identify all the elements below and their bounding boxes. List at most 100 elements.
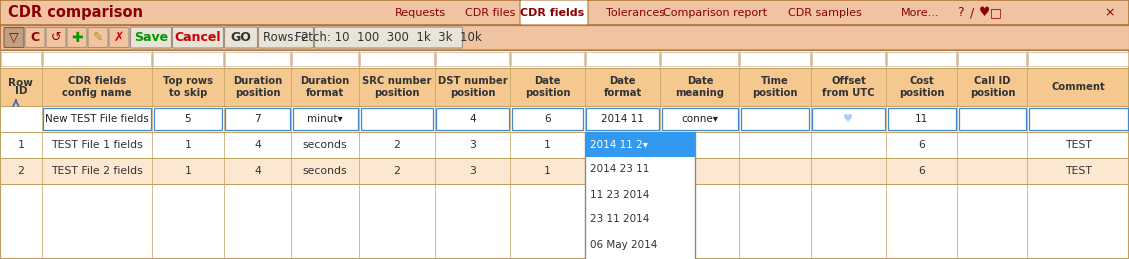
Text: CDR fields: CDR fields (519, 8, 584, 18)
Text: 1: 1 (544, 166, 551, 176)
Bar (662, 108, 738, 130)
Text: C: C (30, 31, 40, 44)
Text: 1: 1 (184, 166, 192, 176)
Text: 1: 1 (184, 140, 192, 150)
Text: 4: 4 (254, 140, 261, 150)
Text: More...: More... (901, 8, 939, 18)
FancyBboxPatch shape (173, 27, 224, 48)
Text: ✎: ✎ (93, 31, 103, 44)
Text: Tolerances: Tolerances (605, 8, 665, 18)
Bar (959, 52, 1026, 66)
FancyBboxPatch shape (259, 27, 314, 48)
Text: 2014 23 11: 2014 23 11 (589, 164, 649, 175)
Text: Cost
position: Cost position (899, 76, 945, 98)
Text: ✗: ✗ (114, 31, 124, 44)
FancyBboxPatch shape (67, 27, 87, 47)
Bar (586, 52, 659, 66)
Bar (511, 108, 584, 130)
Text: 11 23 2014: 11 23 2014 (589, 190, 649, 199)
Text: TEST: TEST (1065, 166, 1092, 176)
Text: TEST File 2 fields: TEST File 2 fields (51, 166, 143, 176)
Text: ID: ID (15, 86, 27, 96)
Bar (586, 108, 659, 130)
Text: 6: 6 (544, 114, 551, 124)
Text: 3: 3 (469, 140, 476, 150)
Text: conne▾: conne▾ (682, 114, 718, 124)
Text: 1: 1 (17, 140, 25, 150)
Bar (1, 158, 1128, 184)
Bar (662, 52, 738, 66)
Text: CDR comparison: CDR comparison (8, 5, 143, 20)
Bar (1, 132, 1128, 158)
Text: 6: 6 (918, 140, 926, 150)
Text: Rows: 2: Rows: 2 (263, 31, 309, 44)
Bar (887, 52, 956, 66)
Bar (1, 50, 1128, 68)
Text: Comparison report: Comparison report (663, 8, 767, 18)
Bar (585, 132, 695, 157)
Text: 4: 4 (254, 166, 261, 176)
Bar (741, 52, 809, 66)
Text: 2: 2 (393, 166, 401, 176)
Text: Date
position: Date position (525, 76, 570, 98)
Bar (292, 108, 358, 130)
Bar (360, 52, 434, 66)
Text: Cancel: Cancel (175, 31, 221, 44)
Bar (292, 52, 358, 66)
FancyBboxPatch shape (315, 27, 463, 48)
Text: 7: 7 (254, 114, 261, 124)
Text: Time
position: Time position (752, 76, 798, 98)
FancyBboxPatch shape (88, 27, 108, 47)
Text: □: □ (990, 6, 1001, 19)
Bar (741, 108, 809, 130)
Bar (154, 52, 222, 66)
Bar (154, 108, 222, 130)
Bar (0, 0, 1129, 25)
Text: 06 May 2014: 06 May 2014 (589, 240, 657, 249)
Text: ▽: ▽ (9, 31, 19, 44)
Text: TEST File 1 fields: TEST File 1 fields (51, 140, 143, 150)
Text: Offset
from UTC: Offset from UTC (822, 76, 875, 98)
Bar (1029, 108, 1128, 130)
Bar (585, 132, 695, 259)
Text: Duration
position: Duration position (233, 76, 282, 98)
Bar (225, 52, 290, 66)
Bar (0, 25, 1129, 50)
Text: ×: × (1105, 6, 1115, 19)
Text: Requests: Requests (394, 8, 446, 18)
Text: 4: 4 (470, 114, 475, 124)
Text: CDR fields
config name: CDR fields config name (62, 76, 132, 98)
FancyBboxPatch shape (46, 27, 65, 47)
Text: Date
meaning: Date meaning (675, 76, 725, 98)
Bar (43, 52, 151, 66)
Text: ?: ? (956, 6, 963, 19)
Text: seconds: seconds (303, 166, 348, 176)
Text: 6: 6 (918, 166, 926, 176)
Text: 5: 5 (185, 114, 191, 124)
Text: CDR samples: CDR samples (788, 8, 861, 18)
Text: ♥: ♥ (843, 114, 854, 124)
Text: CDR files: CDR files (465, 8, 515, 18)
Text: 2: 2 (17, 166, 25, 176)
Text: 2014 11: 2014 11 (602, 114, 644, 124)
Text: 2: 2 (393, 140, 401, 150)
Bar (0, 50, 1129, 259)
FancyBboxPatch shape (225, 27, 257, 48)
Bar (812, 52, 885, 66)
Bar (1, 68, 1128, 106)
Text: Save: Save (134, 31, 168, 44)
Text: Call ID
position: Call ID position (970, 76, 1015, 98)
Text: ↺: ↺ (51, 31, 61, 44)
Text: TEST: TEST (1065, 140, 1092, 150)
Text: minut▾: minut▾ (307, 114, 343, 124)
Bar (1029, 52, 1128, 66)
Bar (360, 108, 434, 130)
FancyBboxPatch shape (5, 27, 24, 47)
FancyBboxPatch shape (25, 27, 45, 47)
Bar (225, 108, 290, 130)
Text: 3: 3 (469, 166, 476, 176)
Text: Comment: Comment (1051, 82, 1105, 92)
Bar (511, 52, 584, 66)
Bar (43, 108, 151, 130)
Bar (436, 108, 509, 130)
